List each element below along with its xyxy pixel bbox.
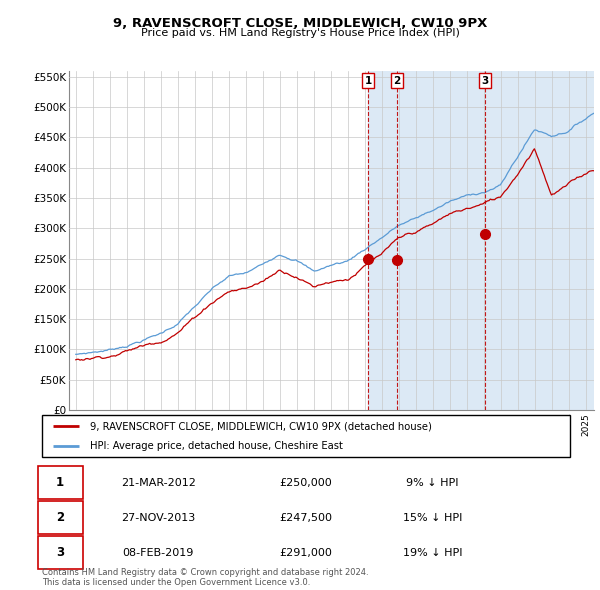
Text: 27-NOV-2013: 27-NOV-2013 [121, 513, 195, 523]
Text: 3: 3 [482, 76, 489, 86]
Text: 2: 2 [393, 76, 401, 86]
FancyBboxPatch shape [38, 536, 83, 569]
FancyBboxPatch shape [38, 467, 83, 499]
Text: This data is licensed under the Open Government Licence v3.0.: This data is licensed under the Open Gov… [42, 578, 310, 587]
Bar [368, 71, 594, 410]
Text: Price paid vs. HM Land Registry's House Price Index (HPI): Price paid vs. HM Land Registry's House … [140, 28, 460, 38]
FancyBboxPatch shape [42, 415, 570, 457]
Text: 1: 1 [365, 76, 372, 86]
Text: Contains HM Land Registry data © Crown copyright and database right 2024.: Contains HM Land Registry data © Crown c… [42, 568, 368, 577]
Text: 1: 1 [56, 476, 64, 489]
Text: £250,000: £250,000 [280, 478, 332, 488]
Text: 08-FEB-2019: 08-FEB-2019 [122, 548, 194, 558]
Text: 9, RAVENSCROFT CLOSE, MIDDLEWICH, CW10 9PX (detached house): 9, RAVENSCROFT CLOSE, MIDDLEWICH, CW10 9… [89, 421, 431, 431]
Text: £247,500: £247,500 [280, 513, 332, 523]
Text: 19% ↓ HPI: 19% ↓ HPI [403, 548, 463, 558]
Text: 3: 3 [56, 546, 64, 559]
Text: 9% ↓ HPI: 9% ↓ HPI [406, 478, 459, 488]
Text: HPI: Average price, detached house, Cheshire East: HPI: Average price, detached house, Ches… [89, 441, 343, 451]
Text: 15% ↓ HPI: 15% ↓ HPI [403, 513, 463, 523]
Text: £291,000: £291,000 [280, 548, 332, 558]
Text: 9, RAVENSCROFT CLOSE, MIDDLEWICH, CW10 9PX: 9, RAVENSCROFT CLOSE, MIDDLEWICH, CW10 9… [113, 17, 487, 30]
Text: 2: 2 [56, 511, 64, 525]
FancyBboxPatch shape [38, 502, 83, 534]
Text: 21-MAR-2012: 21-MAR-2012 [121, 478, 196, 488]
